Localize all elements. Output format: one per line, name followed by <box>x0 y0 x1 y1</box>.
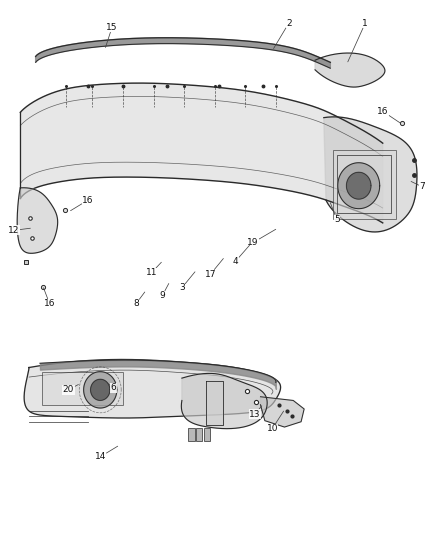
Polygon shape <box>338 163 380 208</box>
Polygon shape <box>315 53 385 87</box>
Bar <box>204 427 210 441</box>
Text: 3: 3 <box>179 272 195 292</box>
Polygon shape <box>17 188 58 253</box>
Bar <box>332 150 396 219</box>
Polygon shape <box>324 117 417 232</box>
Text: 14: 14 <box>95 446 118 462</box>
Text: 9: 9 <box>159 284 169 300</box>
Text: 2: 2 <box>274 19 292 49</box>
Text: 16: 16 <box>377 107 400 123</box>
Polygon shape <box>346 172 371 199</box>
Text: 1: 1 <box>348 19 368 62</box>
Bar <box>196 427 202 441</box>
Text: 5: 5 <box>330 203 340 224</box>
Text: 10: 10 <box>266 411 284 433</box>
Text: 6: 6 <box>108 383 116 392</box>
Text: 4: 4 <box>233 245 250 265</box>
Text: 11: 11 <box>145 262 161 277</box>
Polygon shape <box>24 359 281 418</box>
Polygon shape <box>181 374 267 429</box>
Text: 17: 17 <box>205 259 223 279</box>
Text: 15: 15 <box>106 23 118 47</box>
Text: 12: 12 <box>8 226 30 235</box>
Polygon shape <box>20 83 383 223</box>
Text: 20: 20 <box>63 384 78 394</box>
Text: 16: 16 <box>71 196 94 211</box>
Polygon shape <box>91 379 110 400</box>
Polygon shape <box>84 372 117 408</box>
Text: 8: 8 <box>133 292 145 308</box>
Bar <box>42 372 123 405</box>
Text: 13: 13 <box>249 406 262 419</box>
Bar <box>188 427 194 441</box>
Text: 7: 7 <box>411 181 425 191</box>
Bar <box>337 155 392 213</box>
Text: 16: 16 <box>43 288 55 308</box>
Text: 19: 19 <box>247 229 276 247</box>
Polygon shape <box>35 38 330 68</box>
Polygon shape <box>261 397 304 427</box>
Polygon shape <box>206 381 223 425</box>
